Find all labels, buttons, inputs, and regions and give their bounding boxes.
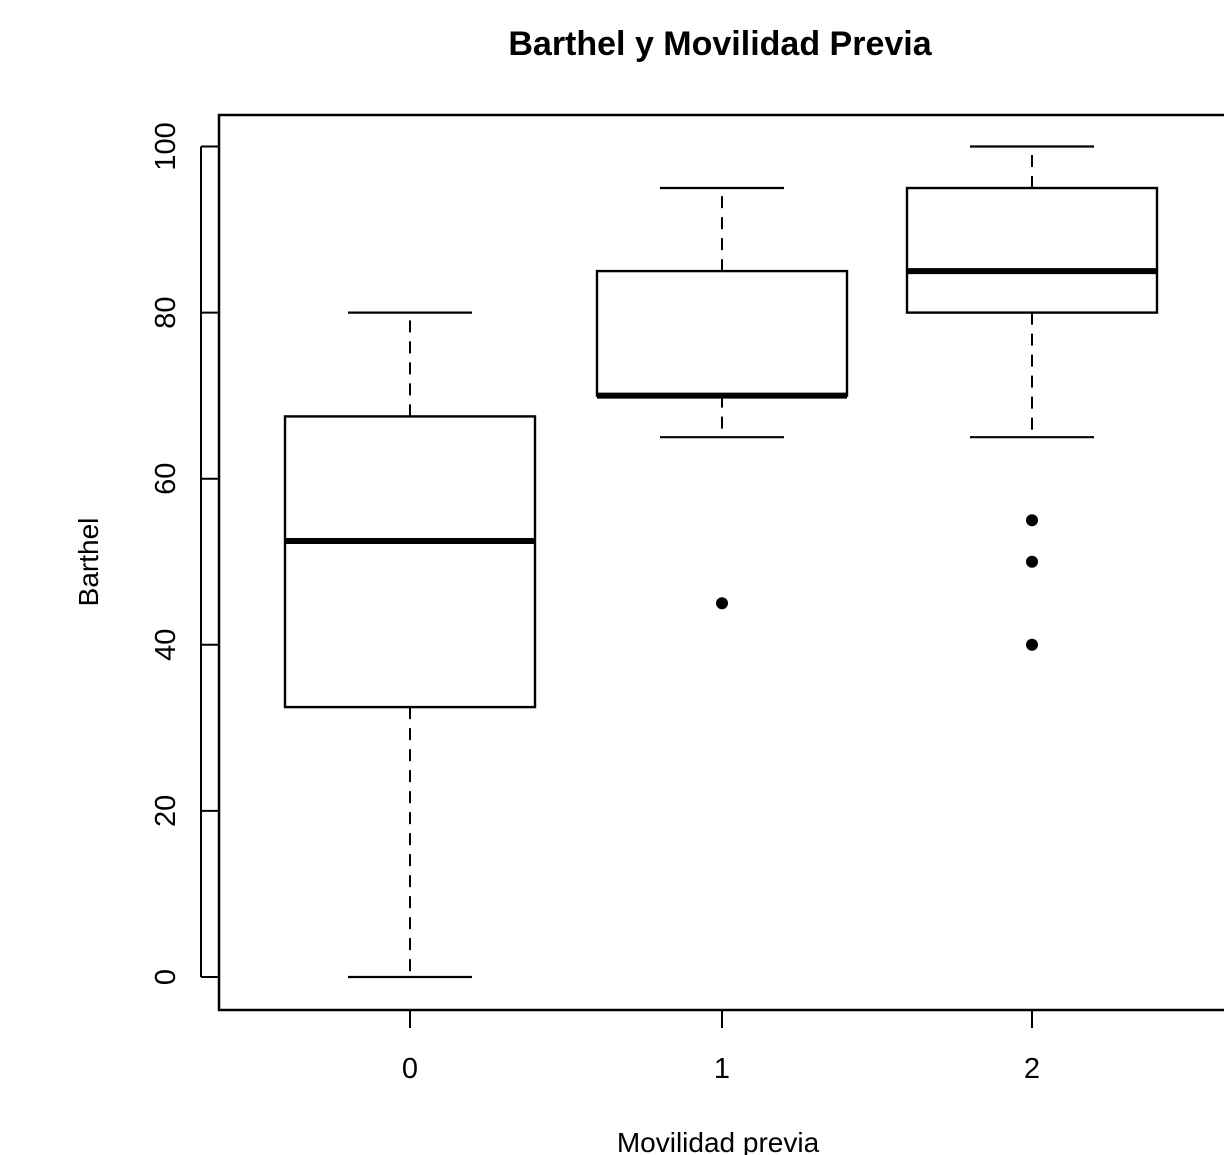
iqr-box bbox=[283, 415, 537, 709]
y-tick-label: 0 bbox=[150, 969, 182, 985]
y-tick-label: 80 bbox=[150, 296, 182, 328]
outlier-point bbox=[1026, 514, 1038, 527]
y-axis: 0 20 40 60 80 100 bbox=[150, 122, 219, 985]
y-axis-label: Barthel bbox=[73, 518, 104, 607]
boxes bbox=[283, 145, 1159, 979]
outlier-point bbox=[1026, 555, 1038, 568]
box-group-2 bbox=[905, 145, 1159, 651]
y-tick-label: 20 bbox=[150, 795, 182, 827]
x-tick-label: 1 bbox=[714, 1053, 730, 1085]
box-group-1 bbox=[595, 186, 849, 610]
y-tick-label: 100 bbox=[150, 122, 182, 170]
x-axis-label: Movilidad previa bbox=[617, 1127, 820, 1155]
x-tick-label: 0 bbox=[402, 1053, 418, 1085]
y-tick-label: 40 bbox=[150, 629, 182, 661]
chart-title: Barthel y Movilidad Previa bbox=[508, 25, 932, 63]
x-tick-label: 2 bbox=[1024, 1053, 1040, 1085]
iqr-box bbox=[595, 269, 849, 397]
outlier-point bbox=[1026, 638, 1038, 651]
y-tick-label: 60 bbox=[150, 463, 182, 495]
box-group-0 bbox=[283, 311, 537, 979]
iqr-box bbox=[905, 186, 1159, 314]
x-axis: 0 1 2 bbox=[402, 1009, 1040, 1085]
outlier-point bbox=[716, 597, 728, 610]
